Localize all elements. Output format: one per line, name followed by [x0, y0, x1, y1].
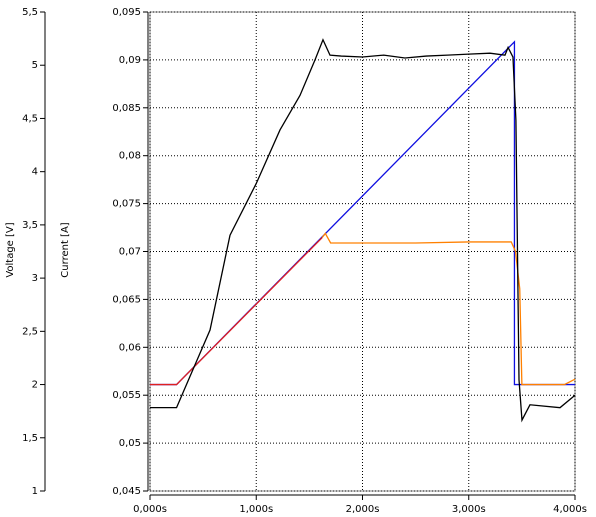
y-tick-label: 3: [32, 273, 38, 284]
x-tick-label: 2,000s: [346, 504, 380, 515]
y2-tick-label: 0,08: [119, 151, 141, 162]
series-line: [150, 38, 576, 423]
y-tick-label: 4: [32, 167, 38, 178]
y2-tick-label: 0,085: [112, 103, 141, 114]
y2-tick-label: 0,06: [119, 342, 141, 353]
y2-tick-label: 0,065: [112, 294, 141, 305]
series-line: [321, 232, 576, 386]
y-tick-label: 2,5: [22, 326, 38, 337]
y-tick-label: 5,5: [22, 7, 38, 18]
y2-axis-label: Current [A]: [60, 222, 71, 277]
y2-tick-label: 0,045: [112, 486, 141, 497]
y-tick-label: 5: [32, 60, 38, 71]
y-tick-label: 2: [32, 380, 38, 391]
y2-tick-label: 0,075: [112, 199, 141, 210]
x-tick-label: 0,000s: [133, 504, 167, 515]
y2-tick-label: 0,095: [112, 7, 141, 18]
x-tick-label: 1,000s: [239, 504, 273, 515]
y2-tick-label: 0,07: [119, 247, 141, 258]
series-line: [150, 237, 323, 386]
y-tick-label: 1,5: [22, 433, 38, 444]
y-axis-label: Voltage [V]: [5, 222, 16, 277]
x-tick-label: 4,000s: [553, 504, 587, 515]
y2-tick-label: 0,055: [112, 390, 141, 401]
y-tick-label: 3,5: [22, 220, 38, 231]
y2-tick-label: 0,05: [119, 438, 141, 449]
y2-tick-label: 0,09: [119, 55, 141, 66]
y-tick-label: 1: [32, 486, 38, 497]
x-tick-label: 3,000s: [452, 504, 486, 515]
y-tick-label: 4,5: [22, 113, 38, 124]
